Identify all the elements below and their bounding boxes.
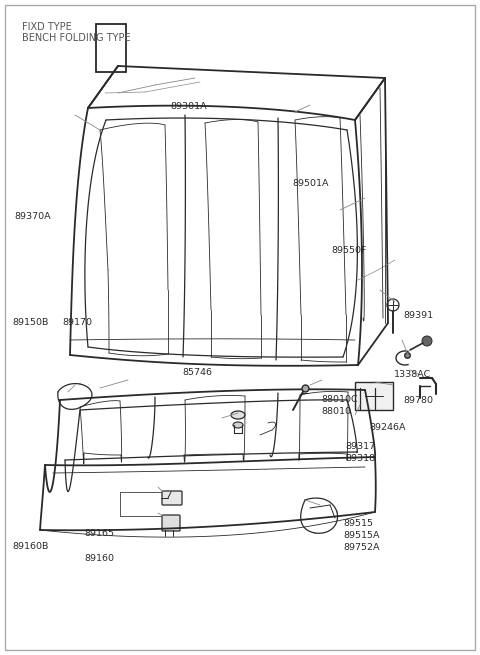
FancyBboxPatch shape <box>355 382 393 410</box>
Text: 89501A: 89501A <box>293 179 329 188</box>
Text: 1338AC: 1338AC <box>394 370 431 379</box>
Text: 88010: 88010 <box>322 407 351 416</box>
Text: FIXD TYPE: FIXD TYPE <box>22 22 72 32</box>
Text: 89391: 89391 <box>403 311 433 320</box>
Text: 89160: 89160 <box>84 553 114 563</box>
Text: 89515: 89515 <box>343 519 373 529</box>
Text: 89515A: 89515A <box>343 531 380 540</box>
Text: 89752A: 89752A <box>343 543 380 552</box>
Text: 88010C: 88010C <box>322 395 358 404</box>
Ellipse shape <box>233 422 243 428</box>
Circle shape <box>422 336 432 346</box>
Text: 89301A: 89301A <box>170 102 207 111</box>
Text: 85746: 85746 <box>182 367 212 377</box>
Text: 89160B: 89160B <box>12 542 48 552</box>
Text: BENCH FOLDING TYPE: BENCH FOLDING TYPE <box>22 33 131 43</box>
Text: 89317: 89317 <box>346 442 376 451</box>
FancyBboxPatch shape <box>162 491 182 505</box>
Text: 89780: 89780 <box>403 396 433 405</box>
Text: 89318: 89318 <box>346 454 376 463</box>
Text: 89150B: 89150B <box>12 318 48 327</box>
Text: 89370A: 89370A <box>14 212 51 221</box>
Text: 89550F: 89550F <box>331 246 367 255</box>
Text: 89246A: 89246A <box>370 422 406 432</box>
FancyBboxPatch shape <box>162 515 180 531</box>
Ellipse shape <box>231 411 245 419</box>
Text: 89165: 89165 <box>84 529 114 538</box>
Text: 89170: 89170 <box>62 318 92 327</box>
